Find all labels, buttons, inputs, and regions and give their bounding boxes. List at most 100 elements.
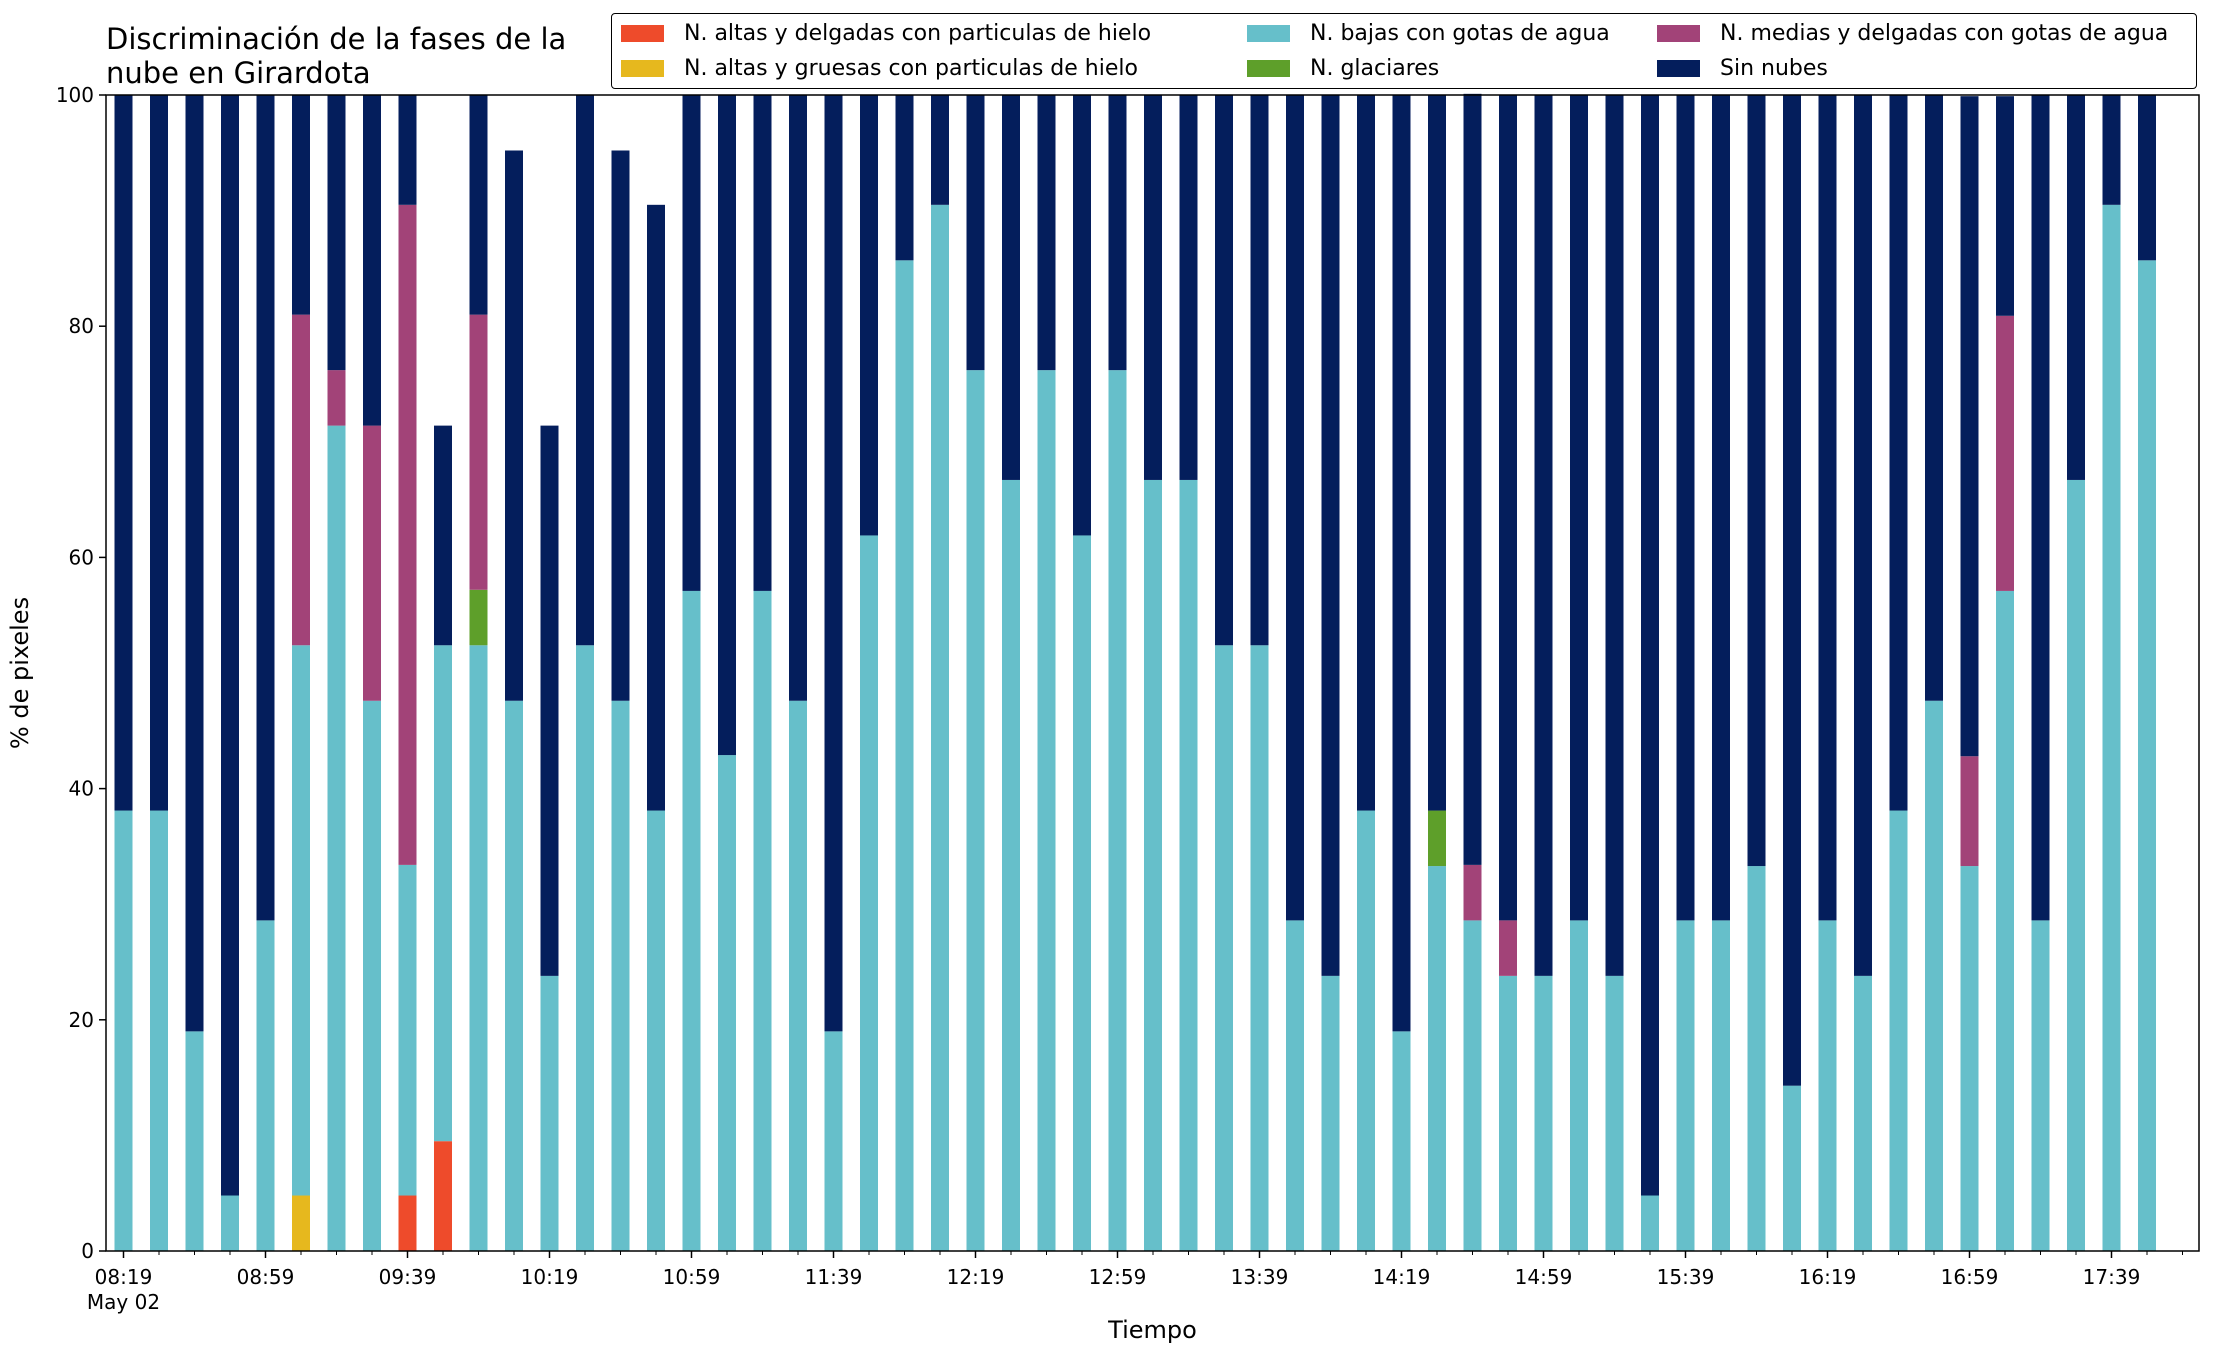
bar-segment-10-2 xyxy=(469,645,488,1251)
bar-segment-44-5 xyxy=(1676,95,1695,921)
bar-segment-14-5 xyxy=(611,150,630,701)
bar-segment-5-5 xyxy=(292,95,310,315)
bar-segment-37-2 xyxy=(1428,866,1446,1251)
bar-segment-19-5 xyxy=(789,95,807,701)
bar-segment-25-2 xyxy=(1002,479,1020,1251)
bar-segment-18-2 xyxy=(753,590,772,1251)
bar-segment-56-2 xyxy=(2102,204,2121,1251)
bar-segment-18-5 xyxy=(753,95,772,591)
bar-segment-34-5 xyxy=(1321,95,1340,976)
bar-segment-32-5 xyxy=(1250,95,1269,646)
bar-segment-5-2 xyxy=(292,645,310,1196)
legend-item-sin-nubes: Sin nubes xyxy=(1657,53,1828,83)
bar-segment-15-5 xyxy=(647,204,665,811)
bar-segment-29-2 xyxy=(1144,479,1162,1251)
y-tick-label: 100 xyxy=(56,83,94,107)
bar-segment-8-4 xyxy=(398,204,417,865)
bar-segment-33-2 xyxy=(1286,920,1304,1251)
legend-swatch xyxy=(621,24,664,42)
x-tick-label: 11:39 xyxy=(805,1265,863,1289)
y-tick-label: 40 xyxy=(69,777,94,801)
legend-label: N. altas y gruesas con particulas de hie… xyxy=(684,55,1138,81)
bar-segment-38-2 xyxy=(1463,920,1482,1251)
bar-segment-22-2 xyxy=(895,260,914,1251)
y-axis-label: % de pixeles xyxy=(6,597,34,749)
bar-segment-4-2 xyxy=(256,920,275,1251)
bar-segment-21-2 xyxy=(860,535,878,1251)
legend-item-bajas-agua: N. bajas con gotas de agua xyxy=(1247,18,1610,48)
bar-segment-17-2 xyxy=(718,755,736,1251)
x-tick-label: 14:59 xyxy=(1515,1265,1573,1289)
bar-segment-52-4 xyxy=(1960,756,1979,867)
bar-segment-42-2 xyxy=(1605,975,1624,1251)
bar-segment-39-4 xyxy=(1499,920,1517,976)
legend-label: N. altas y delgadas con particulas de hi… xyxy=(684,20,1152,46)
y-tick-label: 60 xyxy=(69,545,94,569)
bar-segment-52-5 xyxy=(1960,96,1979,757)
bar-segment-50-2 xyxy=(1889,810,1908,1251)
bar-segment-25-5 xyxy=(1002,95,1020,480)
bar-segment-40-5 xyxy=(1534,95,1553,976)
bar-segment-8-2 xyxy=(398,864,417,1196)
bar-segment-0-5 xyxy=(114,95,133,811)
bar-segment-35-5 xyxy=(1357,95,1375,811)
x-tick-label: 13:39 xyxy=(1231,1265,1289,1289)
bar-segment-24-5 xyxy=(966,95,985,371)
bar-segment-26-5 xyxy=(1037,95,1056,371)
x-axis-label: Tiempo xyxy=(1107,1316,1197,1344)
bar-segment-6-4 xyxy=(327,370,346,426)
bar-segment-34-2 xyxy=(1321,975,1340,1251)
bar-segment-46-2 xyxy=(1747,866,1766,1251)
y-tick-label: 0 xyxy=(81,1239,94,1263)
bar-segment-10-3 xyxy=(469,589,488,646)
legend-label: N. medias y delgadas con gotas de agua xyxy=(1720,20,2169,46)
bar-segment-35-2 xyxy=(1357,810,1375,1251)
legend-item-medias-agua: N. medias y delgadas con gotas de agua xyxy=(1657,18,2168,48)
bar-segment-52-2 xyxy=(1960,866,1979,1251)
x-tick-label: 10:19 xyxy=(521,1265,579,1289)
bar-segment-54-2 xyxy=(2031,920,2050,1251)
bar-segment-13-5 xyxy=(576,95,594,646)
bar-segment-11-5 xyxy=(505,150,523,701)
bar-segment-20-2 xyxy=(824,1031,843,1251)
bar-segment-53-5 xyxy=(1996,96,2014,316)
plot-frame xyxy=(105,94,2200,1252)
legend-swatch xyxy=(1657,59,1700,77)
bar-segment-14-2 xyxy=(611,700,630,1251)
bar-segment-27-5 xyxy=(1073,95,1091,536)
bar-segment-9-5 xyxy=(434,425,452,646)
bar-segment-11-2 xyxy=(505,700,523,1251)
bar-segment-54-5 xyxy=(2031,95,2050,921)
bar-segment-47-2 xyxy=(1783,1085,1801,1251)
x-date-label: May 02 xyxy=(87,1290,160,1314)
bar-segment-1-5 xyxy=(150,95,168,811)
bar-segment-36-5 xyxy=(1392,95,1411,1032)
bar-segment-5-1 xyxy=(292,1195,310,1251)
bar-segment-16-5 xyxy=(682,95,701,591)
x-tick-label: 16:19 xyxy=(1799,1265,1857,1289)
bar-segment-57-5 xyxy=(2138,95,2156,261)
x-tick-label: 17:39 xyxy=(2083,1265,2141,1289)
bar-segment-22-5 xyxy=(895,95,914,261)
bar-segment-50-5 xyxy=(1889,95,1908,811)
bar-segment-20-5 xyxy=(824,95,843,1032)
bar-segment-30-2 xyxy=(1179,479,1198,1251)
bar-segment-0-2 xyxy=(114,810,133,1251)
x-tick-label: 14:19 xyxy=(1373,1265,1431,1289)
bar-segment-47-5 xyxy=(1783,95,1801,1086)
bar-segment-10-4 xyxy=(469,314,488,590)
bar-segment-6-5 xyxy=(327,95,346,371)
bar-segment-45-5 xyxy=(1712,95,1730,921)
legend-item-altas-delgadas: N. altas y delgadas con particulas de hi… xyxy=(621,18,1151,48)
bar-segment-23-5 xyxy=(931,95,949,205)
legend: N. altas y delgadas con particulas de hi… xyxy=(611,13,2197,89)
bar-segment-32-2 xyxy=(1250,645,1269,1251)
bar-segment-57-2 xyxy=(2138,260,2156,1251)
bar-segment-41-2 xyxy=(1570,920,1588,1251)
bar-segment-40-2 xyxy=(1534,975,1553,1251)
bar-segment-23-2 xyxy=(931,204,949,1251)
bar-segment-6-2 xyxy=(327,425,346,1251)
bar-segment-19-2 xyxy=(789,700,807,1251)
bar-segment-36-2 xyxy=(1392,1031,1411,1251)
